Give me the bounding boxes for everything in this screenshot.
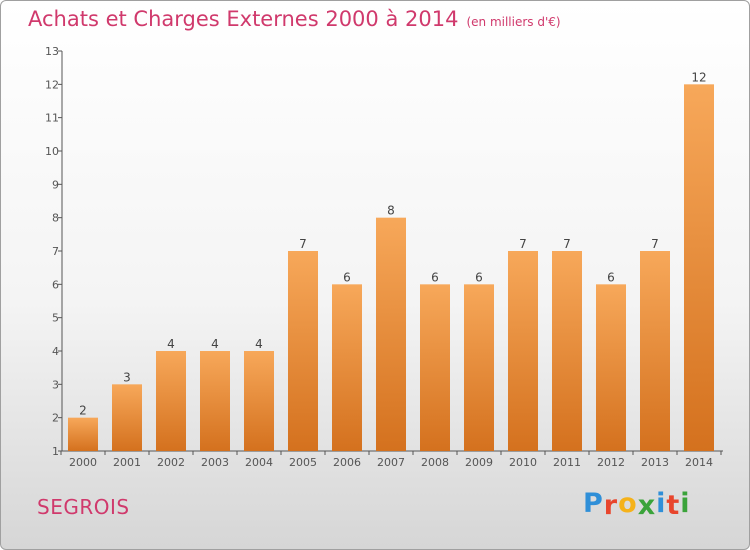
value-label-2008: 6 (431, 270, 439, 284)
bar-2001 (112, 384, 142, 451)
x-tick-label-2014: 2014 (685, 456, 713, 469)
x-tick-label-2010: 2010 (509, 456, 537, 469)
logo-letter: o (618, 488, 638, 519)
y-tick-label: 8 (52, 212, 59, 225)
x-tick-label-2006: 2006 (333, 456, 361, 469)
value-label-2000: 2 (79, 404, 87, 418)
value-label-2011: 7 (563, 237, 571, 251)
chart-title: Achats et Charges Externes 2000 à 2014 (e… (28, 7, 561, 31)
logo-letter: x (637, 490, 657, 521)
x-tick-label-2000: 2000 (69, 456, 97, 469)
y-tick-label: 7 (52, 245, 59, 258)
bar-2014 (684, 84, 714, 451)
commune-name: SEGROIS (37, 495, 130, 519)
chart-unit: (en milliers d'€) (466, 15, 561, 29)
y-tick-label: 3 (52, 378, 59, 391)
y-tick-label: 1 (52, 445, 59, 458)
y-tick-label: 4 (52, 345, 59, 358)
y-tick-label: 9 (52, 178, 59, 191)
value-label-2003: 4 (211, 337, 219, 351)
bar-2003 (200, 351, 230, 451)
bar-2007 (376, 217, 406, 451)
value-label-2004: 4 (255, 337, 263, 351)
x-tick-label-2007: 2007 (377, 456, 405, 469)
x-tick-label-2001: 2001 (113, 456, 141, 469)
x-tick-label-2012: 2012 (597, 456, 625, 469)
bar-2013 (640, 251, 670, 451)
chart-bars (68, 84, 714, 451)
proxiti-logo[interactable]: Proxiti (583, 488, 691, 521)
bar-2005 (288, 251, 318, 451)
y-tick-label: 13 (45, 45, 59, 58)
bar-2010 (508, 251, 538, 451)
x-tick-label-2002: 2002 (157, 456, 185, 469)
value-label-2012: 6 (607, 270, 615, 284)
chart-title-text: Achats et Charges Externes 2000 à 2014 (28, 7, 459, 31)
bar-2012 (596, 284, 626, 451)
value-label-2002: 4 (167, 337, 175, 351)
x-tick-label-2005: 2005 (289, 456, 317, 469)
value-label-2005: 7 (299, 237, 307, 251)
value-label-2001: 3 (123, 370, 131, 384)
logo-letter: t (666, 490, 681, 521)
value-label-2014: 12 (691, 70, 706, 84)
x-tick-label-2013: 2013 (641, 456, 669, 469)
logo-letter: P (583, 488, 604, 519)
value-label-2013: 7 (651, 237, 659, 251)
y-tick-label: 5 (52, 312, 59, 325)
x-tick-label-2011: 2011 (553, 456, 581, 469)
chart-labels: 2000 2 2001 3 2002 4 2003 4 2004 4 2005 7 2006 6 2007 8… (69, 70, 713, 469)
x-tick-label-2008: 2008 (421, 456, 449, 469)
bar-2000 (68, 417, 98, 451)
bar-2004 (244, 351, 274, 451)
bar-2011 (552, 251, 582, 451)
x-tick-label-2009: 2009 (465, 456, 493, 469)
bar-2002 (156, 351, 186, 451)
value-label-2009: 6 (475, 270, 483, 284)
value-label-2010: 7 (519, 237, 527, 251)
logo-letter: i (680, 488, 691, 519)
bar-2009 (464, 284, 494, 451)
y-tick-label: 6 (52, 278, 59, 291)
logo-letter: r (603, 490, 619, 521)
bar-2008 (420, 284, 450, 451)
value-label-2007: 8 (387, 204, 395, 218)
bar-2006 (332, 284, 362, 451)
y-tick-label: 11 (45, 112, 59, 125)
x-tick-label-2004: 2004 (245, 456, 273, 469)
logo-letter: i (656, 488, 667, 519)
value-label-2006: 6 (343, 270, 351, 284)
y-tick-label: 2 (52, 412, 59, 425)
y-tick-label: 12 (45, 78, 59, 91)
y-tick-label: 10 (45, 145, 59, 158)
x-tick-label-2003: 2003 (201, 456, 229, 469)
